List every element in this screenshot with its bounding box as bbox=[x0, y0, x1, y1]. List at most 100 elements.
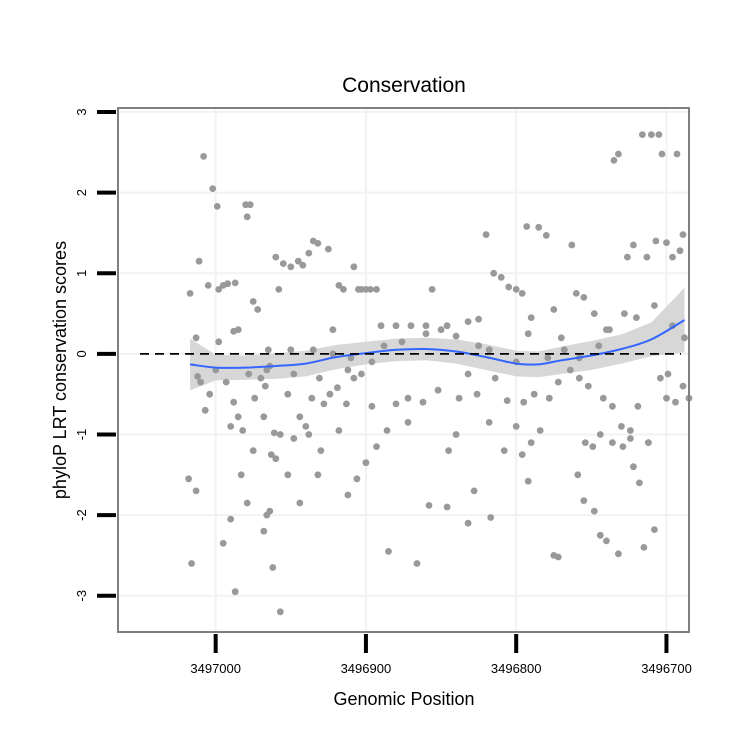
data-point-0-35 bbox=[350, 263, 358, 271]
data-point-0-167 bbox=[524, 477, 532, 485]
data-point-0-115 bbox=[434, 386, 442, 394]
data-point-0-52 bbox=[497, 273, 505, 281]
data-point-0-171 bbox=[580, 497, 588, 504]
data-point-0-209 bbox=[347, 354, 355, 362]
x-tick-label-1: 3496900 bbox=[341, 661, 392, 676]
data-point-0-104 bbox=[320, 400, 328, 408]
data-point-0-98 bbox=[284, 390, 292, 398]
data-point-0-94 bbox=[261, 382, 269, 390]
data-point-0-204 bbox=[230, 327, 238, 335]
data-point-0-84 bbox=[201, 406, 209, 414]
data-point-0-64 bbox=[580, 294, 588, 301]
data-point-0-74 bbox=[652, 237, 660, 245]
data-point-0-206 bbox=[287, 346, 295, 354]
data-point-0-214 bbox=[437, 326, 445, 334]
data-point-0-141 bbox=[679, 382, 687, 390]
data-point-0-131 bbox=[584, 382, 592, 390]
data-point-0-223 bbox=[606, 326, 613, 334]
data-point-0-166 bbox=[487, 514, 495, 521]
data-point-0-42 bbox=[392, 322, 400, 330]
data-point-0-72 bbox=[643, 253, 651, 261]
data-point-0-203 bbox=[215, 338, 223, 346]
data-point-0-148 bbox=[231, 588, 239, 596]
data-point-0-49 bbox=[475, 315, 482, 323]
data-point-0-26 bbox=[299, 261, 307, 269]
confidence-band bbox=[190, 287, 685, 391]
data-point-0-60 bbox=[550, 306, 558, 313]
data-point-0-161 bbox=[353, 475, 361, 483]
data-point-0-133 bbox=[609, 402, 616, 410]
data-point-0-198 bbox=[290, 435, 298, 442]
data-point-0-53 bbox=[505, 283, 513, 291]
data-point-0-202 bbox=[317, 447, 325, 454]
data-point-0-162 bbox=[385, 548, 392, 555]
data-point-0-154 bbox=[269, 564, 277, 571]
data-point-0-112 bbox=[392, 400, 400, 408]
data-point-0-93 bbox=[257, 374, 265, 382]
data-point-0-163 bbox=[413, 560, 421, 567]
data-point-0-219 bbox=[544, 354, 552, 362]
data-point-0-195 bbox=[404, 419, 412, 426]
data-point-0-213 bbox=[422, 330, 430, 338]
data-point-0-111 bbox=[383, 427, 391, 434]
data-point-0-151 bbox=[260, 527, 268, 535]
data-point-0-126 bbox=[536, 427, 544, 434]
data-point-0-170 bbox=[574, 471, 582, 479]
data-point-0-21 bbox=[272, 253, 280, 261]
data-point-0-73 bbox=[648, 131, 655, 139]
data-point-0-80 bbox=[676, 247, 684, 255]
data-point-0-110 bbox=[368, 402, 376, 410]
data-point-0-65 bbox=[590, 310, 598, 317]
data-point-0-220 bbox=[560, 346, 568, 354]
data-point-0-41 bbox=[377, 322, 385, 330]
data-point-0-16 bbox=[249, 298, 257, 305]
data-point-0-129 bbox=[566, 366, 574, 374]
data-point-0-224 bbox=[621, 310, 628, 317]
data-point-0-136 bbox=[634, 402, 642, 410]
data-point-0-130 bbox=[575, 374, 583, 382]
data-point-0-124 bbox=[520, 398, 528, 406]
data-point-0-225 bbox=[633, 314, 640, 321]
data-point-0-192 bbox=[527, 439, 535, 446]
data-point-0-15 bbox=[246, 201, 254, 209]
data-point-0-143 bbox=[185, 475, 193, 483]
data-point-0-29 bbox=[314, 240, 322, 247]
data-point-0-149 bbox=[237, 471, 245, 479]
data-point-0-175 bbox=[615, 550, 622, 558]
data-point-0-138 bbox=[657, 374, 664, 382]
data-point-0-18 bbox=[260, 413, 268, 421]
data-point-0-102 bbox=[308, 394, 316, 402]
data-point-0-172 bbox=[590, 507, 598, 515]
data-point-0-46 bbox=[443, 322, 451, 330]
data-point-0-23 bbox=[279, 260, 287, 267]
data-point-0-99 bbox=[290, 370, 298, 378]
data-point-0-185 bbox=[627, 435, 634, 442]
data-point-0-87 bbox=[222, 378, 230, 386]
data-point-0-40 bbox=[373, 286, 380, 293]
data-point-0-189 bbox=[470, 487, 478, 495]
data-point-0-173 bbox=[596, 531, 604, 539]
data-point-0-180 bbox=[651, 526, 658, 533]
data-point-0-81 bbox=[679, 231, 687, 239]
data-point-0-14 bbox=[243, 213, 251, 221]
data-point-0-101 bbox=[302, 423, 310, 430]
data-point-0-43 bbox=[407, 322, 415, 330]
data-point-0-119 bbox=[473, 390, 481, 398]
data-point-0-50 bbox=[482, 231, 490, 239]
data-point-0-188 bbox=[452, 431, 460, 438]
data-point-0-8 bbox=[215, 286, 223, 293]
data-point-0-181 bbox=[581, 439, 589, 446]
data-point-0-144 bbox=[188, 560, 196, 567]
data-point-0-48 bbox=[464, 318, 472, 325]
data-point-0-182 bbox=[589, 443, 597, 450]
data-point-0-56 bbox=[523, 223, 531, 230]
data-point-0-158 bbox=[296, 499, 304, 507]
data-point-0-83 bbox=[197, 378, 205, 386]
data-point-0-160 bbox=[344, 491, 352, 499]
data-point-0-2 bbox=[194, 373, 202, 380]
data-point-0-157 bbox=[284, 471, 292, 479]
data-point-0-140 bbox=[672, 398, 679, 406]
data-point-0-90 bbox=[239, 427, 247, 434]
data-point-0-177 bbox=[630, 463, 637, 471]
data-point-0-116 bbox=[445, 447, 452, 454]
